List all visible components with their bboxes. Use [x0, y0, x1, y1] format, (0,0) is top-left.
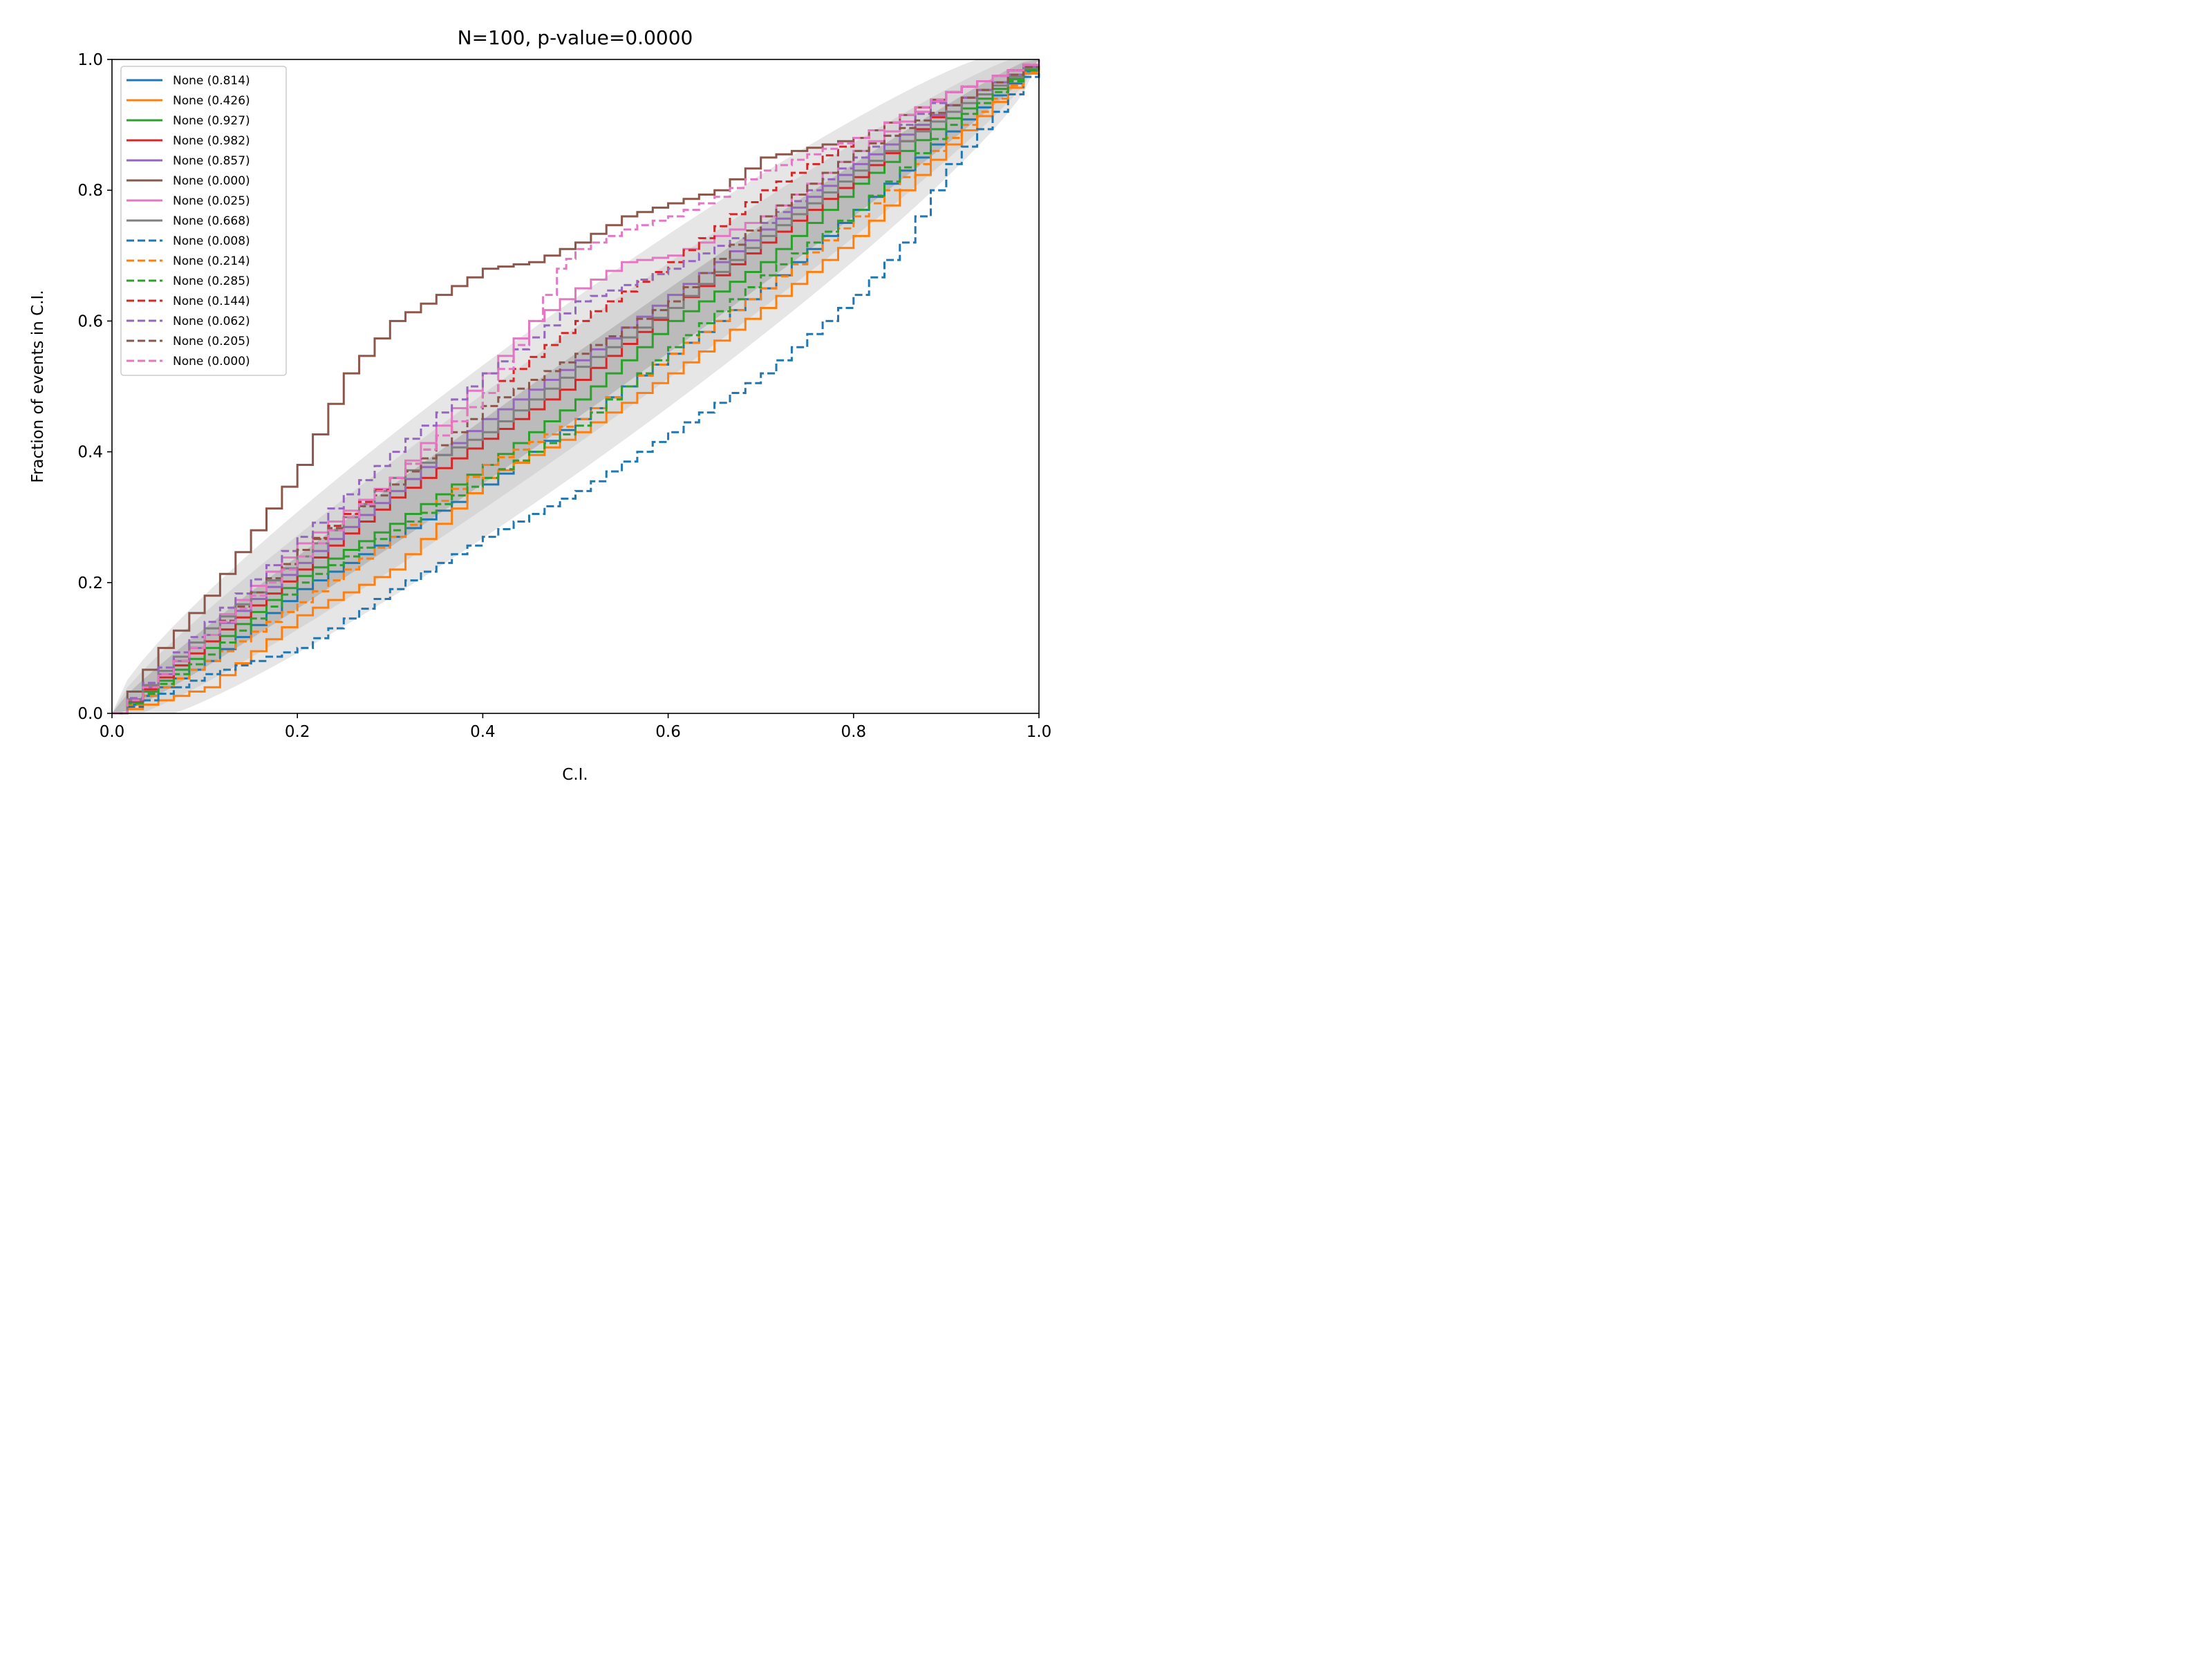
legend-label: None (0.000)	[173, 355, 250, 368]
x-tick-label: 1.0	[1027, 723, 1052, 741]
x-axis-label: C.I.	[562, 766, 588, 784]
x-axis: 0.0 0.2 0.4 0.6 0.8 1.0	[100, 713, 1052, 741]
legend-label: None (0.814)	[173, 74, 250, 88]
chart: 0.0 0.2 0.4 0.6 0.8 1.0 0.0 0.2 0.4 0.6 0.8 1.0 N=…	[0, 0, 1073, 805]
legend-frame	[120, 66, 287, 376]
x-tick-label: 0.6	[655, 723, 681, 741]
y-tick-label: 0.6	[77, 312, 103, 330]
y-axis: 0.0 0.2 0.4 0.6 0.8 1.0	[77, 51, 112, 723]
legend-label: None (0.025)	[173, 194, 250, 208]
x-tick-label: 0.0	[100, 723, 125, 741]
y-tick-label: 0.4	[77, 444, 103, 462]
legend-label: None (0.285)	[173, 274, 250, 288]
x-tick-label: 0.2	[285, 723, 310, 741]
chart-title: N=100, p-value=0.0000	[458, 26, 693, 49]
series-line-6	[112, 59, 1040, 715]
legend: None (0.814) None (0.426) None (0.927) None…	[120, 66, 287, 376]
series-line-10	[112, 59, 1040, 715]
legend-label: None (0.857)	[173, 154, 250, 168]
y-axis-label: Fraction of events in C.I.	[29, 290, 47, 482]
legend-label: None (0.982)	[173, 134, 250, 148]
series-lines	[112, 59, 1040, 715]
x-tick-label: 0.8	[841, 723, 867, 741]
series-line-8	[112, 59, 1040, 715]
legend-label: None (0.205)	[173, 335, 250, 348]
legend-label: None (0.000)	[173, 174, 250, 188]
legend-label: None (0.144)	[173, 294, 250, 308]
x-tick-label: 0.4	[470, 723, 496, 741]
y-tick-label: 0.0	[77, 705, 103, 723]
legend-label: None (0.008)	[173, 234, 250, 248]
series-line-14	[112, 59, 1040, 715]
legend-label: None (0.214)	[173, 254, 250, 268]
y-tick-label: 1.0	[77, 51, 103, 69]
legend-label: None (0.668)	[173, 214, 250, 228]
series-line-13	[112, 59, 1040, 715]
y-tick-label: 0.2	[77, 574, 103, 592]
legend-label: None (0.927)	[173, 114, 250, 128]
plot-frame	[111, 59, 1040, 714]
y-tick-label: 0.8	[77, 182, 103, 200]
legend-label: None (0.062)	[173, 315, 250, 328]
legend-label: None (0.426)	[173, 94, 250, 108]
